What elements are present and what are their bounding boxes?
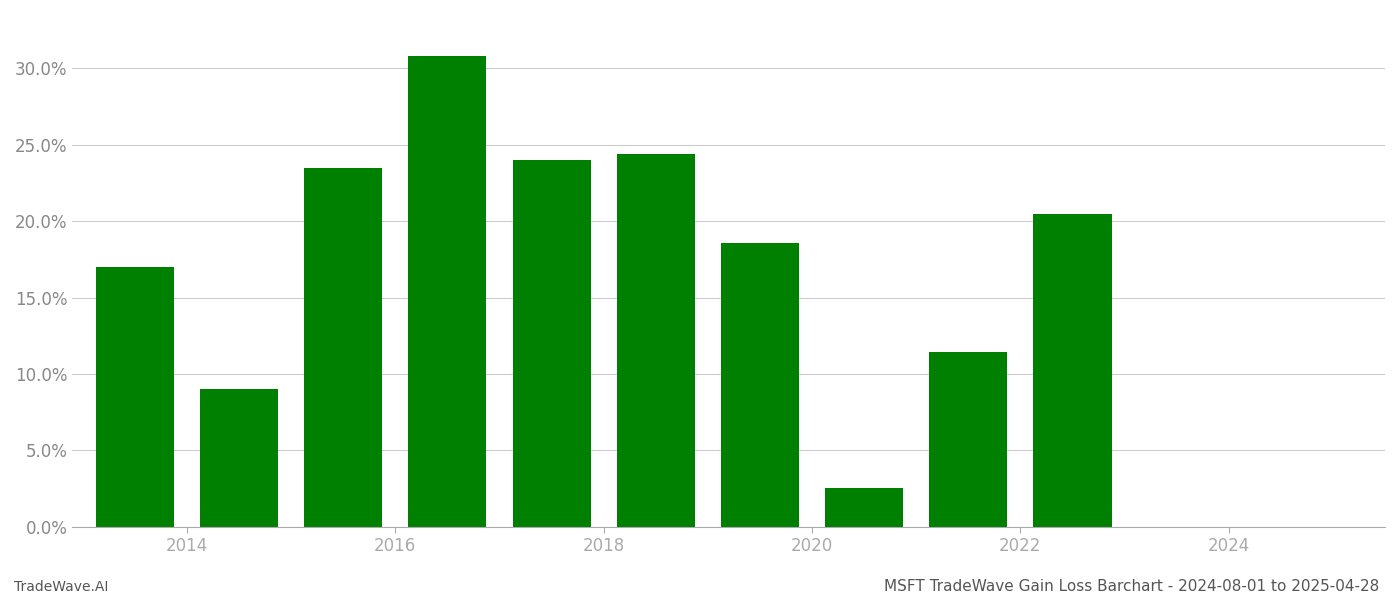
Bar	[95, 267, 174, 527]
Bar	[930, 352, 1008, 527]
Bar	[200, 389, 279, 527]
Bar	[304, 168, 382, 527]
Bar	[512, 160, 591, 527]
Bar	[409, 56, 486, 527]
Bar	[721, 242, 799, 527]
Text: TradeWave.AI: TradeWave.AI	[14, 580, 108, 594]
Bar	[825, 488, 903, 527]
Bar	[1033, 214, 1112, 527]
Bar	[616, 154, 694, 527]
Text: MSFT TradeWave Gain Loss Barchart - 2024-08-01 to 2025-04-28: MSFT TradeWave Gain Loss Barchart - 2024…	[883, 579, 1379, 594]
